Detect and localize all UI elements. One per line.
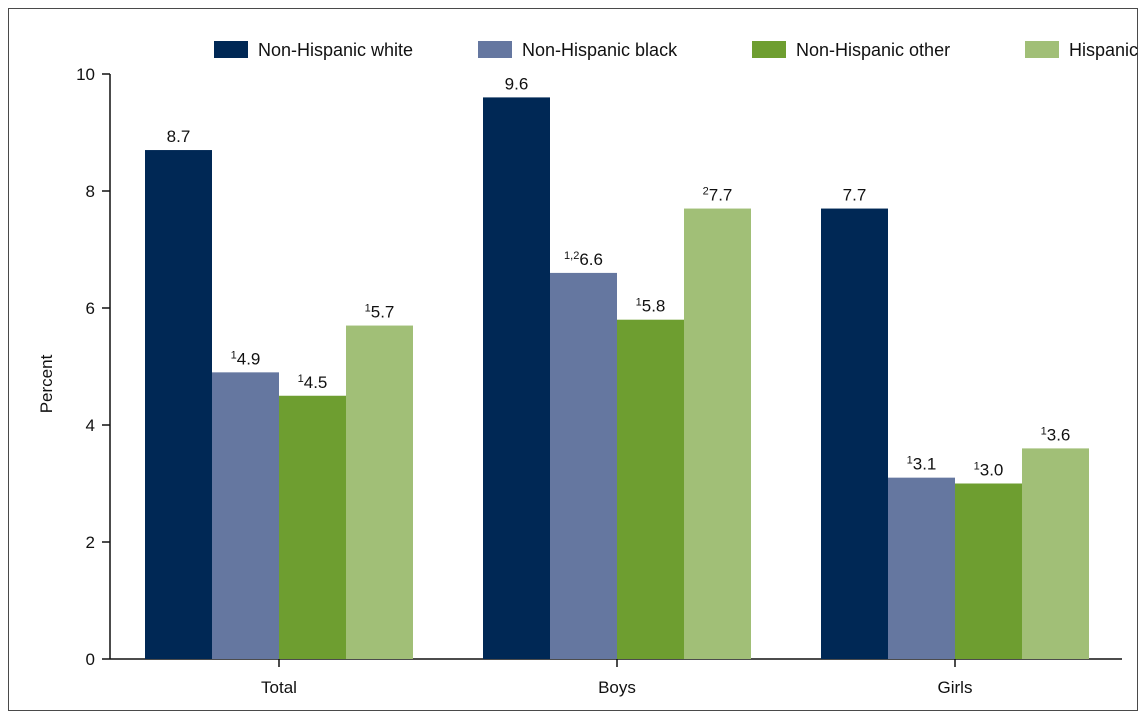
y-tick-label: 10	[76, 65, 95, 84]
data-label: 8.7	[167, 127, 191, 146]
bar	[483, 97, 550, 659]
x-category-label: Total	[261, 678, 297, 697]
legend-item: Non-Hispanic white	[214, 40, 413, 60]
legend-label: Non-Hispanic other	[796, 40, 950, 60]
data-label: 7.7	[843, 186, 867, 205]
data-label: 1,26.6	[564, 250, 603, 269]
bar	[888, 477, 955, 659]
data-label: 15.7	[365, 303, 395, 322]
y-tick-label: 0	[86, 650, 95, 669]
bar	[955, 483, 1022, 659]
data-label: 15.8	[636, 297, 666, 316]
value-labels: 8.7 14.9 14.5 15.7 9.6 1,26.6 15.8 27.7 7.7 13.1 1…	[167, 74, 1071, 479]
legend-item: Non-Hispanic other	[752, 40, 950, 60]
data-label: 9.6	[505, 74, 529, 93]
bar	[821, 208, 888, 660]
chart-frame	[8, 8, 1138, 711]
bar	[145, 150, 212, 660]
data-label: 27.7	[703, 186, 733, 205]
legend: Non-Hispanic white Non-Hispanic black Non-…	[214, 40, 1138, 60]
y-axis-label: Percent	[37, 354, 56, 413]
legend-label: Non-Hispanic white	[258, 40, 413, 60]
legend-label: Non-Hispanic black	[522, 40, 678, 60]
legend-swatch	[478, 41, 512, 58]
legend-swatch	[752, 41, 786, 58]
bar	[1022, 448, 1089, 659]
bar	[617, 319, 684, 659]
legend-swatch	[1025, 41, 1059, 58]
x-category-label: Girls	[938, 678, 973, 697]
bar	[279, 395, 346, 659]
y-tick-label: 4	[86, 416, 95, 435]
x-category-label: Boys	[598, 678, 636, 697]
legend-label: Hispanic	[1069, 40, 1138, 60]
bar	[346, 325, 413, 659]
data-label: 14.9	[231, 349, 261, 368]
y-tick-label: 8	[86, 182, 95, 201]
data-label: 13.0	[974, 461, 1004, 480]
y-tick-label: 2	[86, 533, 95, 552]
data-label: 13.6	[1041, 425, 1071, 444]
bars	[145, 97, 1089, 660]
legend-swatch	[214, 41, 248, 58]
bar	[212, 372, 279, 659]
data-label: 13.1	[907, 455, 937, 474]
bar	[684, 208, 751, 660]
bar	[550, 272, 617, 659]
data-label: 14.5	[298, 373, 328, 392]
y-tick-label: 6	[86, 299, 95, 318]
legend-item: Non-Hispanic black	[478, 40, 678, 60]
legend-item: Hispanic	[1025, 40, 1138, 60]
